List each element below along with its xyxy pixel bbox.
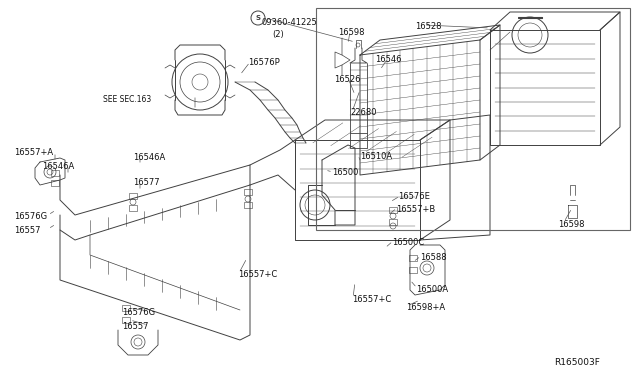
Bar bbox=[244, 202, 252, 208]
Text: 16557+C: 16557+C bbox=[238, 270, 277, 279]
Text: (2): (2) bbox=[272, 30, 284, 39]
Text: 16557: 16557 bbox=[122, 322, 148, 331]
Text: 16546: 16546 bbox=[375, 55, 401, 64]
Text: 16500: 16500 bbox=[332, 168, 358, 177]
Bar bbox=[316, 8, 630, 230]
Bar bbox=[129, 193, 137, 199]
Bar bbox=[129, 205, 137, 211]
Text: 16510A: 16510A bbox=[360, 152, 392, 161]
Text: 16546A: 16546A bbox=[133, 153, 165, 162]
Bar bbox=[409, 255, 417, 261]
Text: 16588: 16588 bbox=[420, 253, 447, 262]
Text: S: S bbox=[255, 15, 260, 21]
Text: 16500A: 16500A bbox=[416, 285, 448, 294]
Text: 16577: 16577 bbox=[133, 178, 159, 187]
Text: 16526: 16526 bbox=[334, 75, 360, 84]
Text: 16557: 16557 bbox=[14, 226, 40, 235]
Text: SEE SEC.163: SEE SEC.163 bbox=[103, 95, 151, 104]
Bar bbox=[122, 305, 130, 311]
Text: 16598: 16598 bbox=[338, 28, 365, 37]
Text: 16576P: 16576P bbox=[248, 58, 280, 67]
Text: 16598: 16598 bbox=[558, 220, 584, 229]
Bar bbox=[244, 189, 252, 195]
Text: R165003F: R165003F bbox=[554, 358, 600, 367]
Text: 22680: 22680 bbox=[350, 108, 376, 117]
Bar bbox=[389, 219, 397, 225]
Text: 16576G: 16576G bbox=[122, 308, 155, 317]
Text: 09360-41225: 09360-41225 bbox=[262, 18, 317, 27]
Text: 16576G: 16576G bbox=[14, 212, 47, 221]
Text: 16528: 16528 bbox=[415, 22, 442, 31]
Bar bbox=[51, 180, 59, 186]
Bar bbox=[389, 207, 397, 213]
Text: 16557+B: 16557+B bbox=[396, 205, 435, 214]
Text: 16500C: 16500C bbox=[392, 238, 424, 247]
Bar bbox=[122, 317, 130, 323]
Text: 16546A: 16546A bbox=[42, 162, 74, 171]
Text: 16576E: 16576E bbox=[398, 192, 430, 201]
Text: 16598+A: 16598+A bbox=[406, 303, 445, 312]
Bar bbox=[51, 170, 59, 176]
Text: 16557+C: 16557+C bbox=[352, 295, 391, 304]
Bar bbox=[409, 267, 417, 273]
Text: 16557+A: 16557+A bbox=[14, 148, 53, 157]
